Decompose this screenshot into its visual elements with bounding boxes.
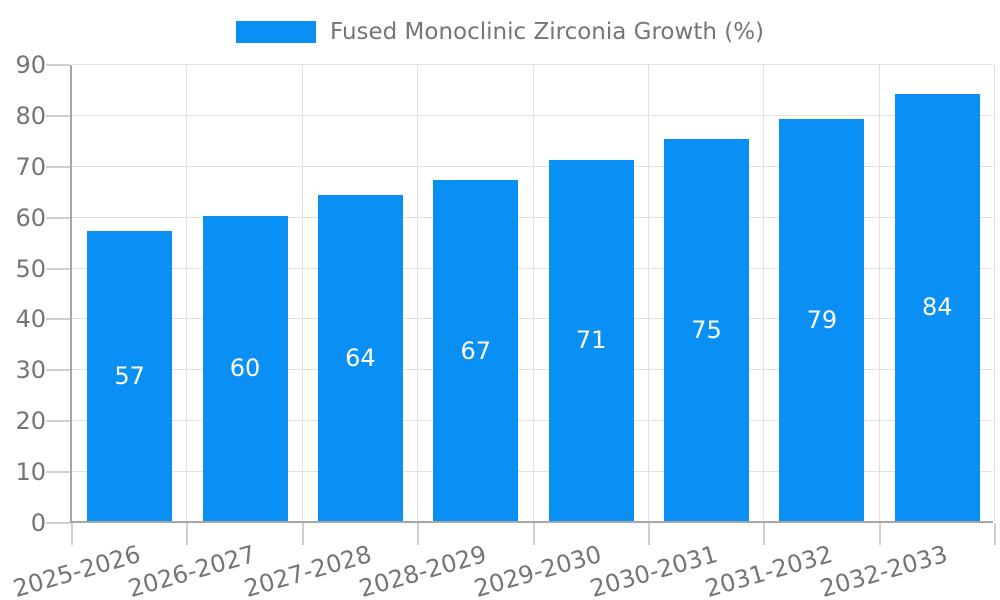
y-axis-tick: [46, 64, 70, 66]
bar-value-label: 71: [575, 326, 607, 355]
y-axis-tick: [46, 420, 70, 423]
bar-2028-2029: 67: [433, 180, 519, 521]
x-axis-tick: [186, 523, 189, 545]
y-axis-tick-label: 20: [15, 407, 46, 436]
legend-label: Fused Monoclinic Zirconia Growth (%): [329, 19, 765, 45]
x-axis-tick: [417, 523, 420, 545]
x-axis-tick: [763, 523, 766, 545]
v-gridline: [186, 65, 188, 521]
y-axis-tick: [46, 165, 70, 168]
x-axis-tick: [878, 523, 881, 545]
v-gridline: [994, 65, 995, 521]
x-axis-tick: [532, 523, 535, 545]
y-axis-tick: [46, 369, 70, 372]
bar-2031-2032: 79: [779, 118, 865, 521]
bar-value-label: 84: [922, 293, 953, 322]
h-gridline: [72, 64, 993, 65]
x-axis-tick-label: 2032-2033: [817, 540, 952, 600]
legend-swatch: [235, 21, 316, 43]
bar-value-label: 57: [114, 361, 145, 390]
x-axis-tick-label: 2026-2027: [125, 540, 259, 600]
y-axis-tick-label: 30: [15, 356, 46, 385]
bar-value-label: 67: [460, 336, 492, 365]
bar-value-label: 60: [229, 354, 261, 383]
chart-legend: Fused Monoclinic Zirconia Growth (%): [0, 16, 1000, 48]
bar-2025-2026: 57: [87, 230, 173, 521]
y-axis-tick: [46, 216, 70, 219]
x-axis-tick: [71, 523, 73, 545]
y-axis-tick: [46, 318, 70, 321]
y-axis-tick-label: 80: [15, 101, 46, 130]
bar-2027-2028: 64: [317, 195, 403, 521]
y-axis-tick-label: 90: [15, 51, 46, 79]
x-axis-tick: [994, 523, 996, 545]
x-axis-tick-label: 2025-2026: [9, 540, 144, 600]
v-gridline: [532, 65, 534, 521]
x-axis-tick-label: 2028-2029: [356, 540, 490, 600]
y-axis-tick-label: 10: [15, 458, 46, 487]
y-axis-tick-label: 0: [30, 509, 46, 537]
bar-value-label: 79: [806, 305, 838, 334]
y-axis-tick: [46, 471, 70, 474]
x-axis-tick: [647, 523, 650, 545]
v-gridline: [647, 65, 649, 521]
bar-2030-2031: 75: [664, 139, 750, 521]
y-axis-tick: [46, 522, 70, 524]
bar-value-label: 64: [345, 344, 376, 373]
bar-2026-2027: 60: [202, 215, 288, 521]
y-axis-tick-label: 70: [15, 152, 46, 181]
bar-2032-2033: 84: [894, 93, 980, 521]
bar-2029-2030: 71: [548, 159, 634, 521]
y-axis-tick: [46, 114, 70, 117]
y-axis-tick-label: 50: [15, 254, 46, 283]
plot-area: 57 60 64 67 71 75 79 84: [46, 64, 996, 545]
x-axis-tick-label: 2029-2030: [471, 540, 605, 600]
y-axis-tick-label: 40: [15, 305, 46, 334]
y-axis-tick-label: 60: [15, 203, 46, 232]
v-gridline: [878, 65, 880, 521]
bar-value-label: 75: [691, 316, 722, 345]
x-axis-tick: [301, 523, 304, 545]
v-gridline: [417, 65, 419, 521]
v-gridline: [301, 65, 303, 521]
y-axis-tick: [46, 267, 70, 270]
v-gridline: [763, 65, 765, 521]
x-axis-tick-label: 2027-2028: [240, 540, 375, 600]
x-axis-tick-label: 2030-2031: [586, 540, 721, 600]
x-axis-tick-label: 2031-2032: [702, 540, 836, 600]
